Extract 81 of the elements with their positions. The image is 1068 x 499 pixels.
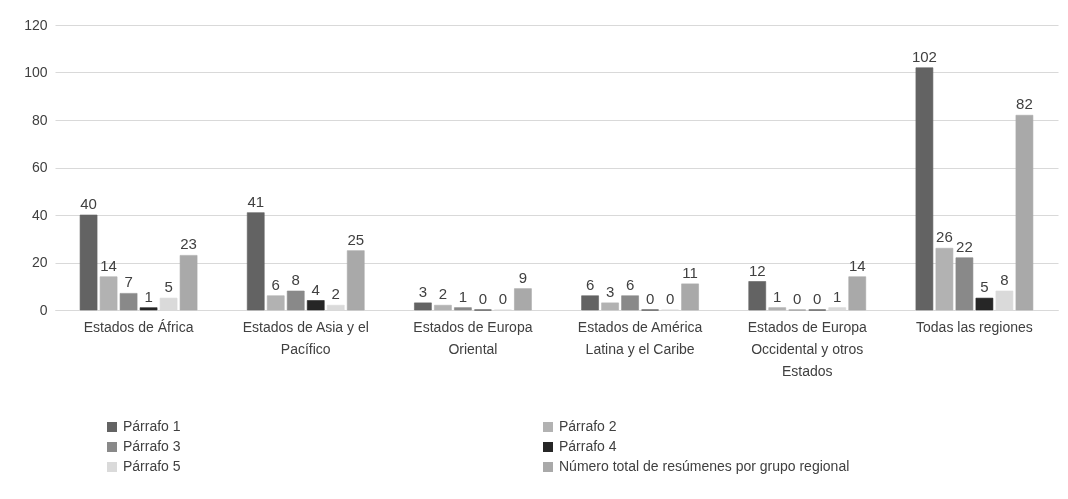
x-tick-label: Todas las regiones [916, 318, 1033, 335]
y-tick-label: 80 [31, 111, 48, 128]
bar [266, 295, 285, 311]
data-label: 6 [585, 275, 595, 293]
x-tick-label: Estados de Europa Oriental [413, 318, 533, 357]
data-label: 2 [438, 285, 448, 303]
bar [286, 290, 305, 311]
bar [955, 257, 974, 311]
bar [99, 276, 118, 311]
data-label: 1 [458, 287, 468, 305]
bar [246, 212, 265, 311]
data-label: 22 [956, 237, 973, 255]
bar [454, 307, 472, 311]
data-label: 0 [665, 290, 675, 307]
bar [139, 307, 158, 311]
data-label: 12 [748, 261, 766, 279]
bar [601, 302, 619, 311]
data-label: 3 [418, 282, 428, 300]
data-label: 14 [848, 256, 866, 274]
data-label: 1 [833, 287, 842, 305]
data-label: 0 [478, 290, 488, 307]
data-label: 41 [247, 192, 265, 210]
bar [975, 297, 994, 311]
bar [681, 283, 699, 311]
data-label: 3 [605, 282, 615, 300]
legend-label: Párrafo 3 [123, 438, 181, 454]
legend-label: Párrafo 2 [559, 418, 617, 434]
data-label: 0 [498, 290, 508, 307]
data-label: 5 [164, 278, 173, 296]
bar [346, 250, 365, 311]
data-label: 6 [271, 275, 280, 293]
data-label: 2 [331, 285, 340, 303]
y-tick-label: 100 [24, 64, 48, 80]
bar [768, 307, 787, 311]
bar [581, 295, 599, 311]
bar [1015, 114, 1034, 311]
bar [915, 67, 934, 311]
x-tick-label: Estados de Europa Occidental y otros Estados [747, 318, 867, 379]
y-tick-label: 60 [31, 159, 48, 175]
data-label: 1 [773, 287, 782, 305]
data-label: 0 [793, 290, 802, 307]
data-label: 40 [80, 195, 97, 212]
data-label: 5 [980, 278, 989, 296]
bar [119, 293, 138, 311]
y-tick-label: 120 [24, 16, 48, 33]
data-label: 14 [100, 256, 117, 274]
x-tick-label: Estados de América Latina y el Caribe [577, 318, 703, 357]
data-label: 1 [144, 287, 153, 305]
x-tick-label: Estados de África [83, 318, 194, 335]
bar [79, 214, 98, 311]
y-tick-label: 0 [39, 301, 48, 318]
data-label: 82 [1016, 95, 1033, 113]
bar [935, 247, 954, 311]
data-label: 6 [625, 275, 635, 293]
data-label: 26 [936, 228, 953, 246]
legend-label: Párrafo 4 [559, 438, 617, 454]
y-tick-label: 20 [31, 254, 48, 270]
bar [621, 295, 639, 311]
bar [748, 281, 767, 311]
bar [514, 288, 532, 311]
x-tick-label: Estados de Asia y el Pacífico [242, 318, 369, 357]
data-label: 25 [347, 230, 365, 248]
legend-label: Párrafo 1 [123, 418, 181, 434]
legend-label: Párrafo 5 [123, 458, 181, 474]
legend-label: Número total de resúmenes por grupo regional [559, 458, 850, 474]
data-label: 4 [311, 280, 320, 298]
bar [414, 302, 432, 311]
data-label: 11 [682, 263, 698, 281]
data-label: 0 [645, 290, 655, 307]
data-label: 8 [1000, 271, 1009, 288]
data-label: 8 [291, 271, 300, 288]
data-label: 23 [180, 235, 197, 253]
data-label: 0 [813, 290, 822, 307]
bar [179, 255, 198, 311]
bar [306, 300, 325, 311]
bar [848, 276, 867, 311]
data-label: 7 [124, 273, 133, 291]
y-tick-label: 40 [31, 206, 48, 223]
bar [434, 304, 452, 311]
data-label: 9 [518, 268, 528, 286]
data-label: 102 [911, 47, 937, 65]
